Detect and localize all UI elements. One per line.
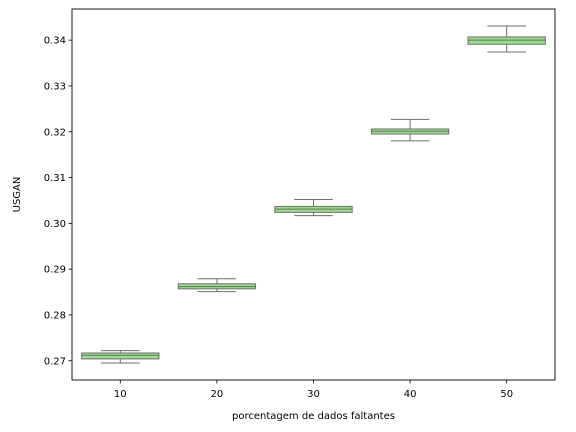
x-axis: 10 20 30 40 50: [114, 380, 513, 400]
plot-frame: [71, 8, 556, 381]
x-tick-label: 30: [307, 389, 320, 400]
y-tick-label: 0.30: [44, 219, 66, 230]
x-axis-label: porcentagem de dados faltantes: [232, 411, 395, 422]
box-50: [467, 25, 546, 53]
y-tick-label: 0.29: [44, 265, 66, 276]
box-30: [274, 199, 353, 217]
x-tick-label: 50: [500, 389, 513, 400]
box-body: [81, 352, 160, 360]
y-tick-label: 0.33: [44, 81, 66, 92]
box-40: [370, 118, 450, 142]
box-20: [177, 278, 257, 293]
y-tick-label: 0.31: [44, 173, 66, 184]
y-axis: 0.27 0.28 0.29 0.30 0.31 0.32 0.33 0.34: [44, 36, 72, 367]
x-tick-label: 40: [404, 389, 417, 400]
y-tick-label: 0.32: [44, 127, 66, 138]
x-tick-label: 20: [211, 389, 224, 400]
y-axis-label: USGAN: [12, 177, 23, 213]
box-10: [81, 350, 160, 364]
y-tick-label: 0.34: [44, 36, 66, 47]
y-tick-label: 0.27: [44, 356, 66, 367]
x-tick-label: 10: [114, 389, 127, 400]
boxes-layer: [81, 25, 546, 364]
y-tick-label: 0.28: [44, 310, 66, 321]
